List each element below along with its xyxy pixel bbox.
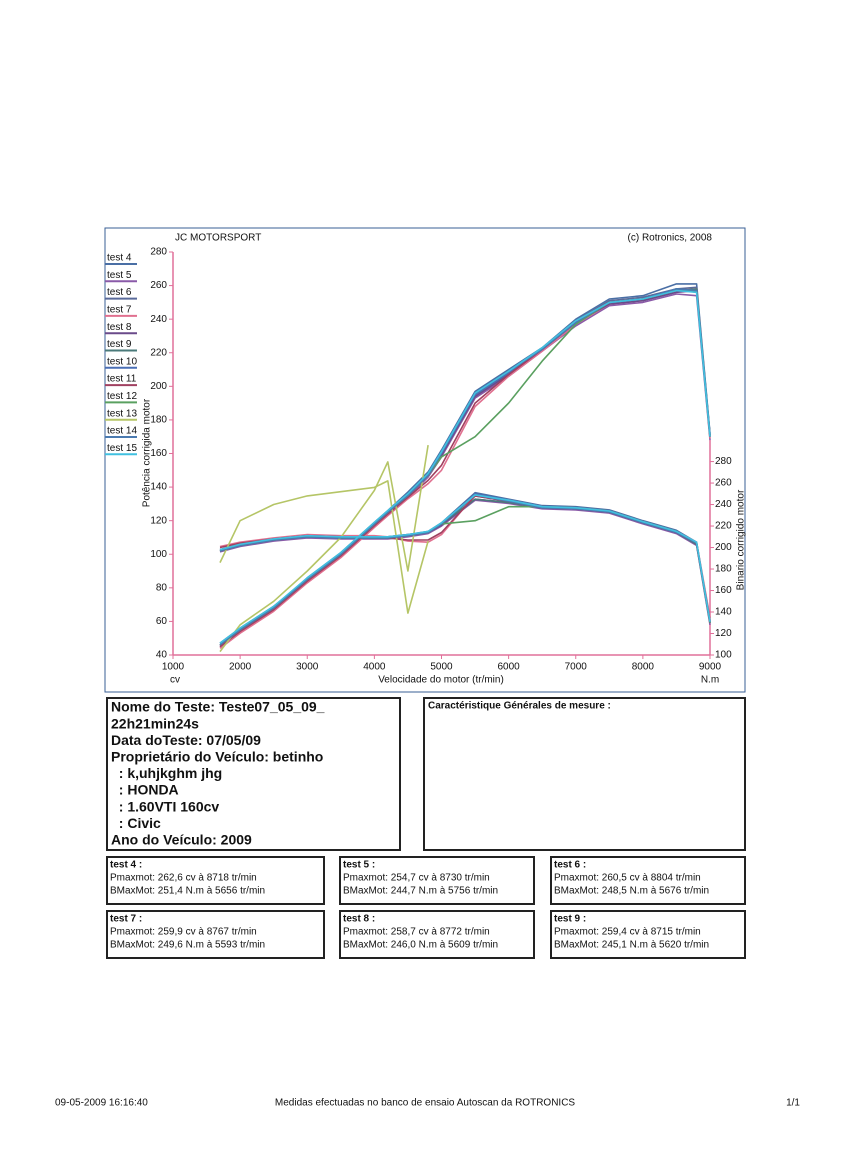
legend-label: test 13 [107, 408, 137, 419]
x-tick-label: 7000 [565, 662, 588, 673]
y2-tick-label: 160 [715, 585, 732, 596]
torque-line [219, 499, 711, 626]
test-title: test 7 : [110, 914, 142, 925]
y-tick-label: 140 [150, 482, 167, 493]
y-tick-label: 100 [150, 549, 167, 560]
y2-tick-label: 180 [715, 564, 732, 575]
y-tick-label: 60 [156, 616, 168, 627]
legend-label: test 15 [107, 443, 137, 454]
y-tick-label: 280 [150, 247, 167, 258]
chart-title: JC MOTORSPORT [175, 233, 261, 244]
x-tick-label: 9000 [699, 662, 722, 673]
x-tick-label: 4000 [363, 662, 386, 673]
test-pmax: Pmaxmot: 262,6 cv à 8718 tr/min [110, 873, 257, 884]
test-pmax: Pmaxmot: 259,9 cv à 8767 tr/min [110, 927, 257, 938]
power-line [219, 289, 711, 644]
test-box [106, 910, 325, 959]
legend-label: test 5 [107, 270, 132, 281]
test-bmax: BMaxMot: 249,6 N.m à 5593 tr/min [110, 940, 265, 951]
y2-tick-label: 220 [715, 521, 732, 532]
chart-frame [104, 227, 746, 693]
legend-label: test 12 [107, 391, 137, 402]
x-tick-label: 1000 [162, 662, 185, 673]
characteristics-box [423, 697, 746, 851]
x-tick-label: 6000 [498, 662, 521, 673]
test-title: test 9 : [554, 914, 586, 925]
torque-line [219, 494, 711, 622]
legend-label: test 4 [107, 253, 132, 264]
test-bmax: BMaxMot: 245,1 N.m à 5620 tr/min [554, 940, 709, 951]
y2-unit: N.m [701, 675, 719, 686]
y2-tick-label: 100 [715, 650, 732, 661]
y2-tick-label: 120 [715, 628, 732, 639]
footer-note: Medidas efectuadas no banco de ensaio Au… [275, 1098, 576, 1109]
test-pmax: Pmaxmot: 260,5 cv à 8804 tr/min [554, 873, 701, 884]
legend-label: test 9 [107, 339, 132, 350]
y-tick-label: 240 [150, 314, 167, 325]
test-title: test 5 : [343, 860, 375, 871]
y-tick-label: 40 [156, 650, 168, 661]
y2-tick-label: 140 [715, 607, 732, 618]
legend-label: test 7 [107, 305, 132, 316]
test-box [339, 856, 535, 905]
x-tick-label: 8000 [632, 662, 655, 673]
legend-label: test 6 [107, 287, 132, 298]
y-tick-label: 180 [150, 415, 167, 426]
legend-label: test 14 [107, 426, 137, 437]
x-tick-label: 2000 [229, 662, 252, 673]
x-tick-label: 3000 [296, 662, 319, 673]
y2-tick-label: 260 [715, 478, 732, 489]
info-box [106, 697, 401, 851]
y-tick-label: 160 [150, 448, 167, 459]
info-line: : k,uhjkghm jhg [111, 765, 222, 781]
test-box [550, 910, 746, 959]
x-axis-label: Velocidade do motor (tr/min) [378, 675, 504, 686]
y-axis-label: Potência corrigida motor [142, 398, 153, 507]
legend-label: test 11 [107, 374, 137, 385]
y-tick-label: 260 [150, 280, 167, 291]
copyright: (c) Rotronics, 2008 [628, 233, 713, 244]
x-tick-label: 5000 [430, 662, 453, 673]
test-pmax: Pmaxmot: 258,7 cv à 8772 tr/min [343, 927, 490, 938]
test-box [550, 856, 746, 905]
legend-label: test 8 [107, 322, 132, 333]
info-line: 22h21min24s [111, 715, 199, 731]
test-box [106, 856, 325, 905]
y2-tick-label: 200 [715, 542, 732, 553]
torque-line [219, 494, 711, 622]
info-line: Data doTeste: 07/05/09 [111, 732, 261, 748]
y-tick-label: 220 [150, 347, 167, 358]
y2-tick-label: 280 [715, 456, 732, 467]
test-title: test 6 : [554, 860, 586, 871]
info-line: : Civic [111, 815, 161, 831]
y2-tick-label: 240 [715, 499, 732, 510]
test-bmax: BMaxMot: 246,0 N.m à 5609 tr/min [343, 940, 498, 951]
info-line: Ano do Veículo: 2009 [111, 832, 252, 848]
test-pmax: Pmaxmot: 254,7 cv à 8730 tr/min [343, 873, 490, 884]
y-unit: cv [170, 675, 180, 686]
test-title: test 8 : [343, 914, 375, 925]
test-bmax: BMaxMot: 251,4 N.m à 5656 tr/min [110, 886, 265, 897]
torque-line [219, 480, 429, 614]
characteristics-title: Caractéristique Générales de mesure : [428, 701, 611, 712]
y-tick-label: 80 [156, 582, 168, 593]
footer-page: 1/1 [786, 1098, 800, 1109]
y-tick-label: 200 [150, 381, 167, 392]
test-pmax: Pmaxmot: 259,4 cv à 8715 tr/min [554, 927, 701, 938]
y-tick-label: 120 [150, 515, 167, 526]
info-line: Nome do Teste: Teste07_05_09_ [111, 699, 325, 715]
test-bmax: BMaxMot: 244,7 N.m à 5756 tr/min [343, 886, 498, 897]
y2-axis-label: Binario corrigido motor [736, 489, 747, 590]
info-line: Proprietário do Veículo: betinho [111, 749, 323, 765]
footer-date: 09-05-2009 16:16:40 [55, 1098, 148, 1109]
test-title: test 4 : [110, 860, 142, 871]
info-line: : 1.60VTI 160cv [111, 798, 219, 814]
legend-label: test 10 [107, 356, 137, 367]
info-line: : HONDA [111, 782, 179, 798]
test-bmax: BMaxMot: 248,5 N.m à 5676 tr/min [554, 886, 709, 897]
test-box [339, 910, 535, 959]
